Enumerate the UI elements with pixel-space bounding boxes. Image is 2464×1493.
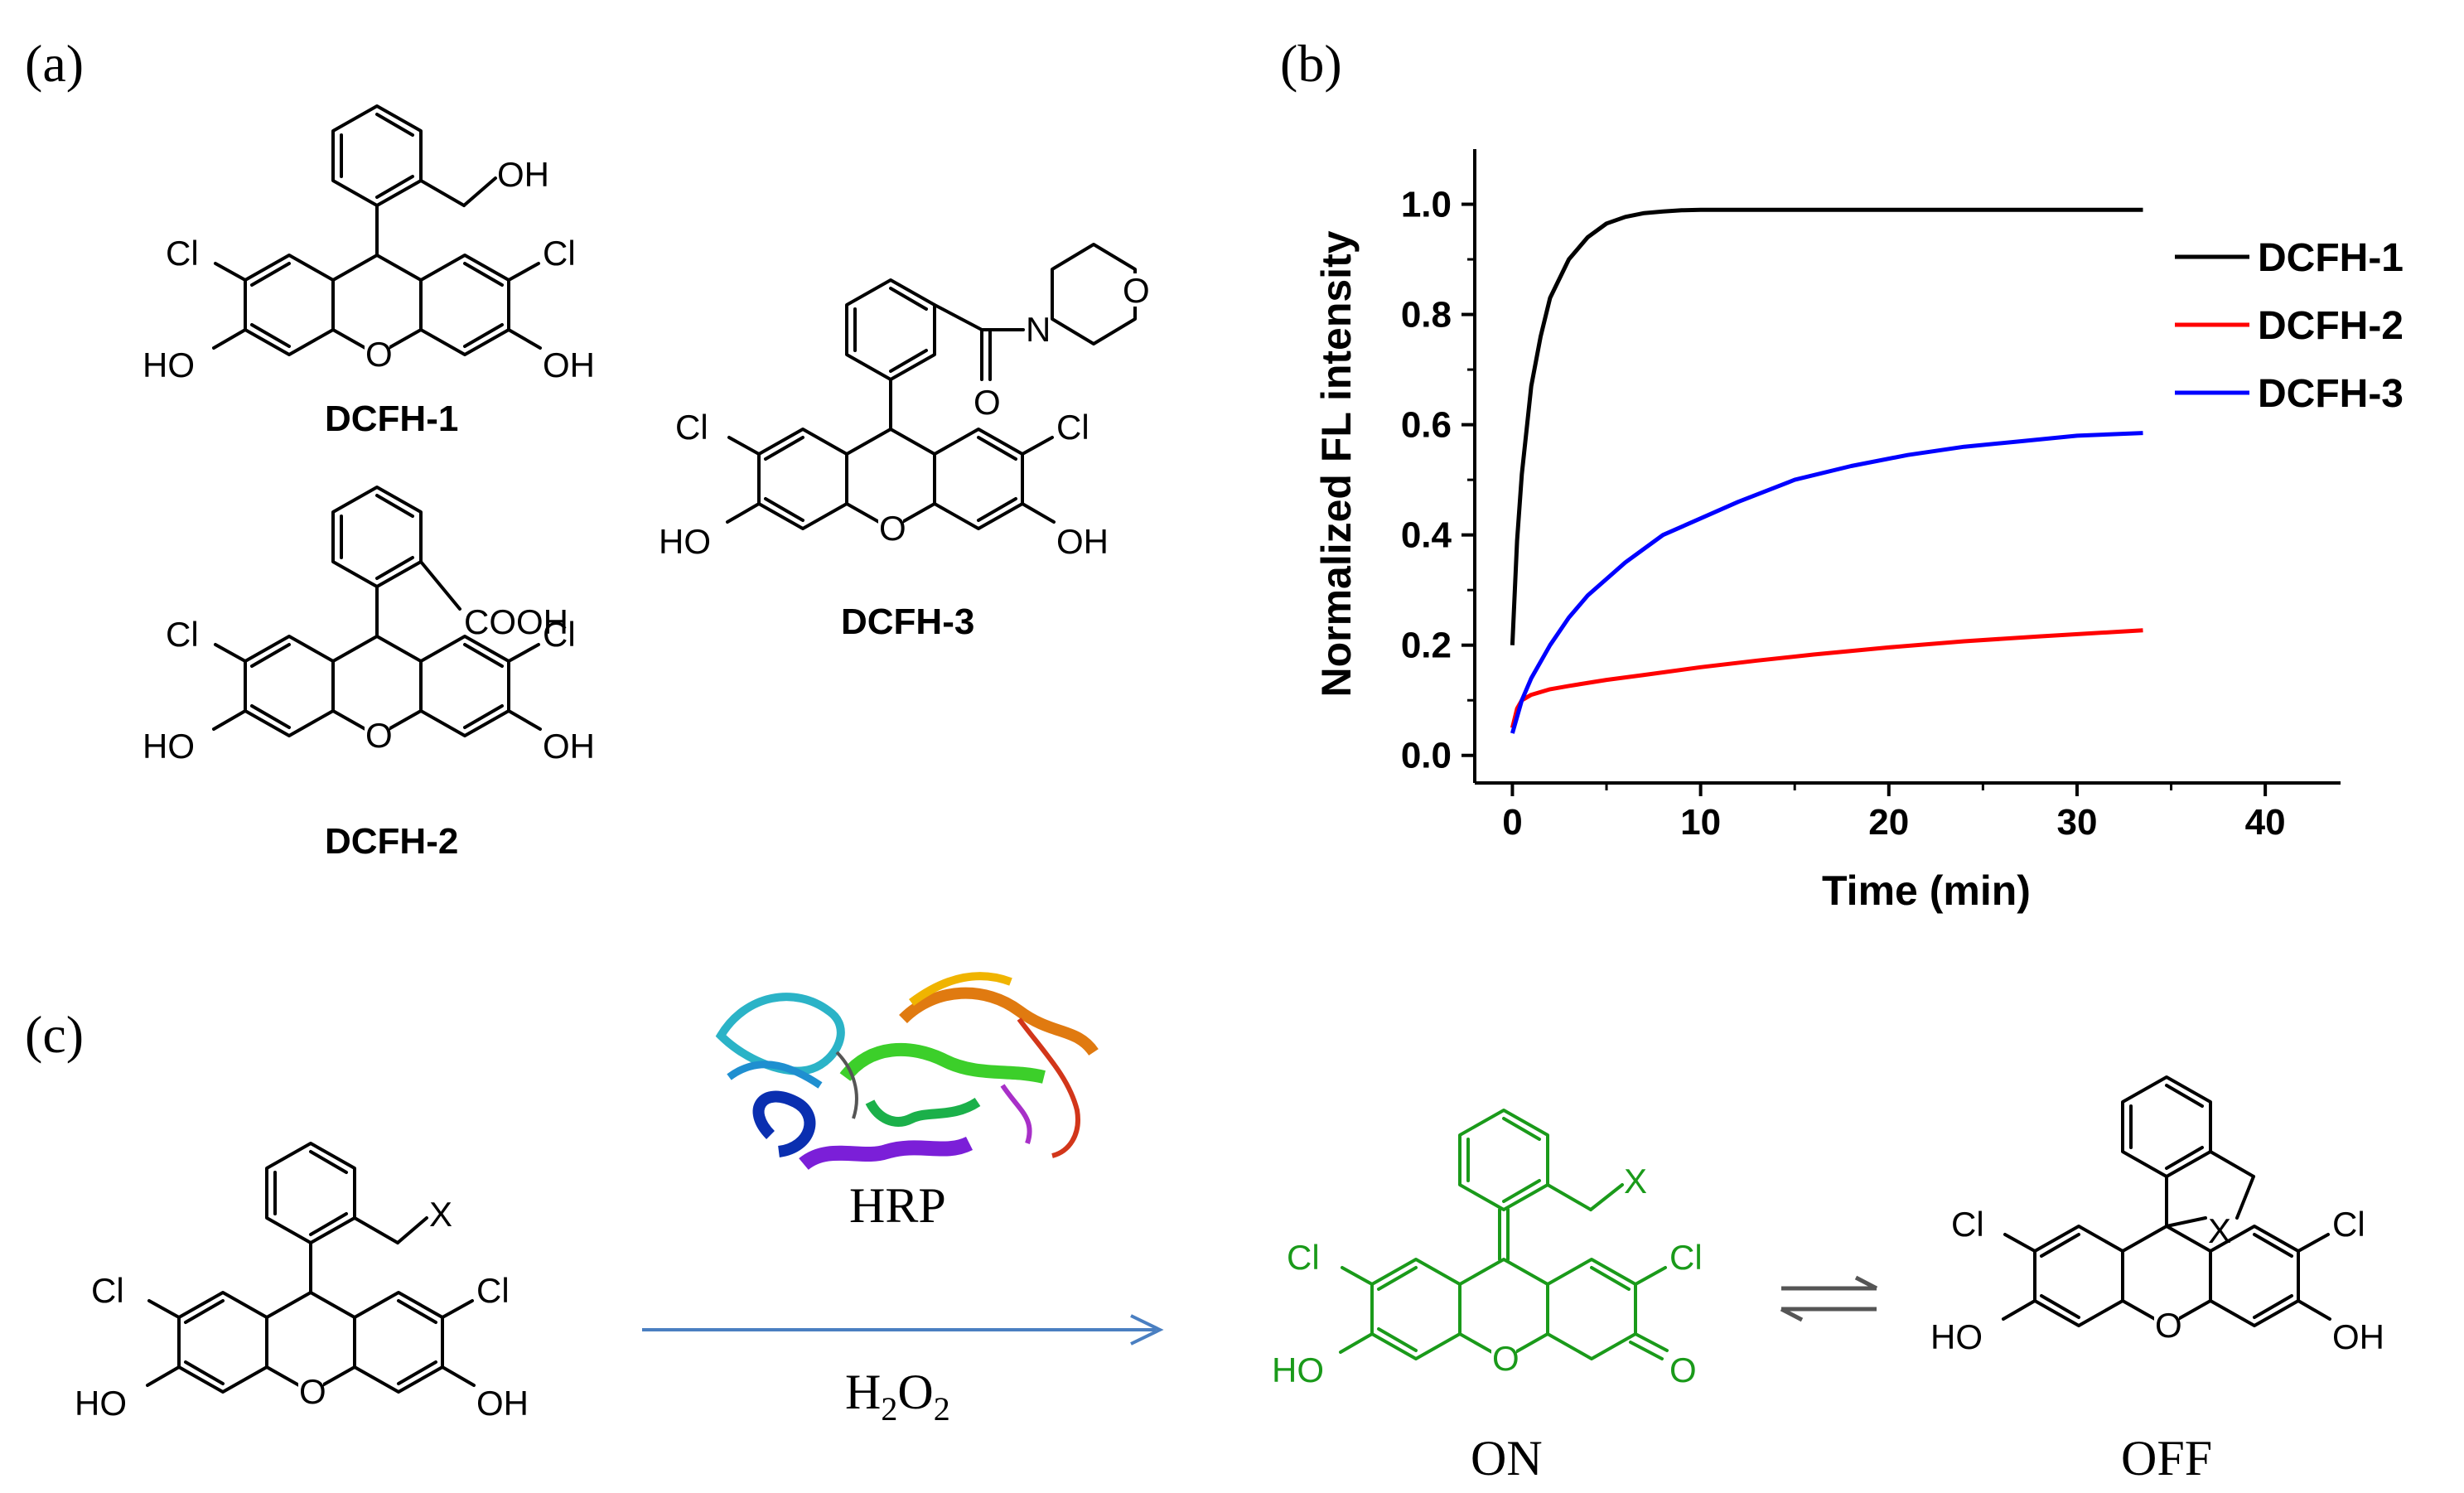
on-label: ON bbox=[1471, 1431, 1543, 1486]
series-line-dcfh-3 bbox=[1510, 431, 2143, 734]
on-cl-left: Cl bbox=[1287, 1238, 1320, 1277]
dcfh1-oh: OH bbox=[543, 345, 595, 384]
panel-label-a: (a) bbox=[25, 34, 84, 93]
dcfh3-cl-left: Cl bbox=[675, 408, 708, 447]
hrp-enzyme-image: HRP bbox=[715, 972, 1099, 1233]
left-cl-right: Cl bbox=[476, 1271, 510, 1310]
dcfh3-morph-o: O bbox=[1123, 271, 1150, 310]
legend-label-dcfh-2: DCFH-2 bbox=[2258, 304, 2404, 348]
dcfh1-o-label: O bbox=[365, 335, 393, 374]
dcfh1-oh-label: OH bbox=[497, 155, 549, 194]
dcfh2-oh: OH bbox=[543, 727, 595, 766]
y-tick-label: 0.4 bbox=[1401, 515, 1452, 556]
chart-axes: 0 10 20 30 40 0.0 0.2 0.4 0.6 0.8 1.0 bbox=[1401, 149, 2341, 843]
dcfh3-cl-right: Cl bbox=[1056, 408, 1089, 447]
dcfh1-cl-left: Cl bbox=[166, 234, 199, 273]
dcfh2-ho: HO bbox=[143, 727, 195, 766]
y-tick-label: 1.0 bbox=[1401, 185, 1452, 225]
dcfh2-o-label: O bbox=[365, 716, 393, 755]
dcfh2-cl-left: Cl bbox=[166, 615, 199, 654]
panel-label-c: (c) bbox=[25, 1005, 84, 1064]
off-x-label: X bbox=[2208, 1211, 2231, 1250]
dcfh3-amide-n: N bbox=[1026, 310, 1051, 349]
off-label: OFF bbox=[2121, 1431, 2212, 1486]
y-tick-label: 0.6 bbox=[1401, 405, 1452, 446]
y-tick-label: 0.0 bbox=[1401, 736, 1452, 776]
hrp-label: HRP bbox=[849, 1178, 946, 1233]
dcfh3-o-label: O bbox=[879, 509, 906, 548]
equilibrium-arrows bbox=[1780, 1275, 1878, 1322]
series-line-dcfh-1 bbox=[1510, 207, 2143, 645]
dcfh2-cl-right: Cl bbox=[543, 615, 576, 654]
structure-reduced-probe: X O Cl Cl HO OH bbox=[75, 1142, 529, 1423]
x-tick-label: 30 bbox=[2056, 802, 2097, 843]
reaction-arrow bbox=[642, 1314, 1164, 1346]
y-axis-title: Normalized FL intensity bbox=[1313, 230, 1360, 697]
x-tick-label: 40 bbox=[2245, 802, 2286, 843]
x-axis-title: Time (min) bbox=[1822, 867, 2031, 914]
chart-lines bbox=[1510, 207, 2143, 734]
on-cl-right: Cl bbox=[1669, 1238, 1703, 1277]
x-tick-label: 0 bbox=[1502, 802, 1522, 843]
dcfh2-cooh: COOH bbox=[464, 602, 568, 641]
on-x-label: X bbox=[1624, 1162, 1647, 1201]
left-x-label: X bbox=[429, 1195, 452, 1234]
y-tick-label: 0.8 bbox=[1401, 295, 1452, 336]
structure-dcfh-2: COOH O Cl Cl HO OH DCFH-2 bbox=[143, 486, 595, 862]
structure-dcfh-1: OH O Cl Cl HO OH DCFH-1 bbox=[143, 104, 595, 439]
panel-label-b: (b) bbox=[1280, 34, 1342, 93]
structure-on-state: X O Cl Cl HO O ON bbox=[1272, 1109, 1703, 1486]
left-o-label: O bbox=[299, 1372, 326, 1411]
chart-legend: DCFH-1 DCFH-2 DCFH-3 bbox=[2175, 236, 2404, 416]
h2o2-label: H2O2 bbox=[845, 1365, 950, 1428]
legend-label-dcfh-1: DCFH-1 bbox=[2258, 236, 2404, 280]
on-o-keto: O bbox=[1669, 1350, 1697, 1389]
dcfh3-ho: HO bbox=[659, 522, 711, 561]
dcfh1-ho: HO bbox=[143, 345, 195, 384]
off-oh: OH bbox=[2332, 1317, 2384, 1356]
y-tick-label: 0.2 bbox=[1401, 626, 1452, 666]
off-cl-left: Cl bbox=[1951, 1205, 1984, 1244]
dcfh1-name: DCFH-1 bbox=[325, 399, 458, 439]
on-o-ring: O bbox=[1492, 1339, 1519, 1378]
dcfh3-oh: OH bbox=[1056, 522, 1109, 561]
left-oh: OH bbox=[476, 1384, 529, 1423]
structure-off-state: X O Cl Cl HO OH OFF bbox=[1930, 1075, 2384, 1486]
on-ho: HO bbox=[1272, 1350, 1324, 1389]
x-tick-label: 10 bbox=[1680, 802, 1721, 843]
fluorescence-chart: 0 10 20 30 40 0.0 0.2 0.4 0.6 0.8 1.0 DCFH-1 DCFH-2… bbox=[1313, 149, 2404, 914]
structure-dcfh-3: O N O O Cl Cl HO OH DCFH-3 bbox=[659, 243, 1150, 642]
x-tick-label: 20 bbox=[1868, 802, 1909, 843]
dcfh3-amide-o: O bbox=[974, 383, 1001, 422]
left-ho: HO bbox=[75, 1384, 127, 1423]
left-cl-left: Cl bbox=[91, 1271, 124, 1310]
legend-label-dcfh-3: DCFH-3 bbox=[2258, 372, 2404, 416]
off-ho: HO bbox=[1930, 1317, 1983, 1356]
dcfh1-cl-right: Cl bbox=[543, 234, 576, 273]
series-line-dcfh-2 bbox=[1510, 628, 2143, 729]
off-o-label: O bbox=[2155, 1306, 2182, 1345]
off-cl-right: Cl bbox=[2332, 1205, 2365, 1244]
dcfh3-name: DCFH-3 bbox=[841, 602, 974, 642]
dcfh2-name: DCFH-2 bbox=[325, 821, 458, 862]
